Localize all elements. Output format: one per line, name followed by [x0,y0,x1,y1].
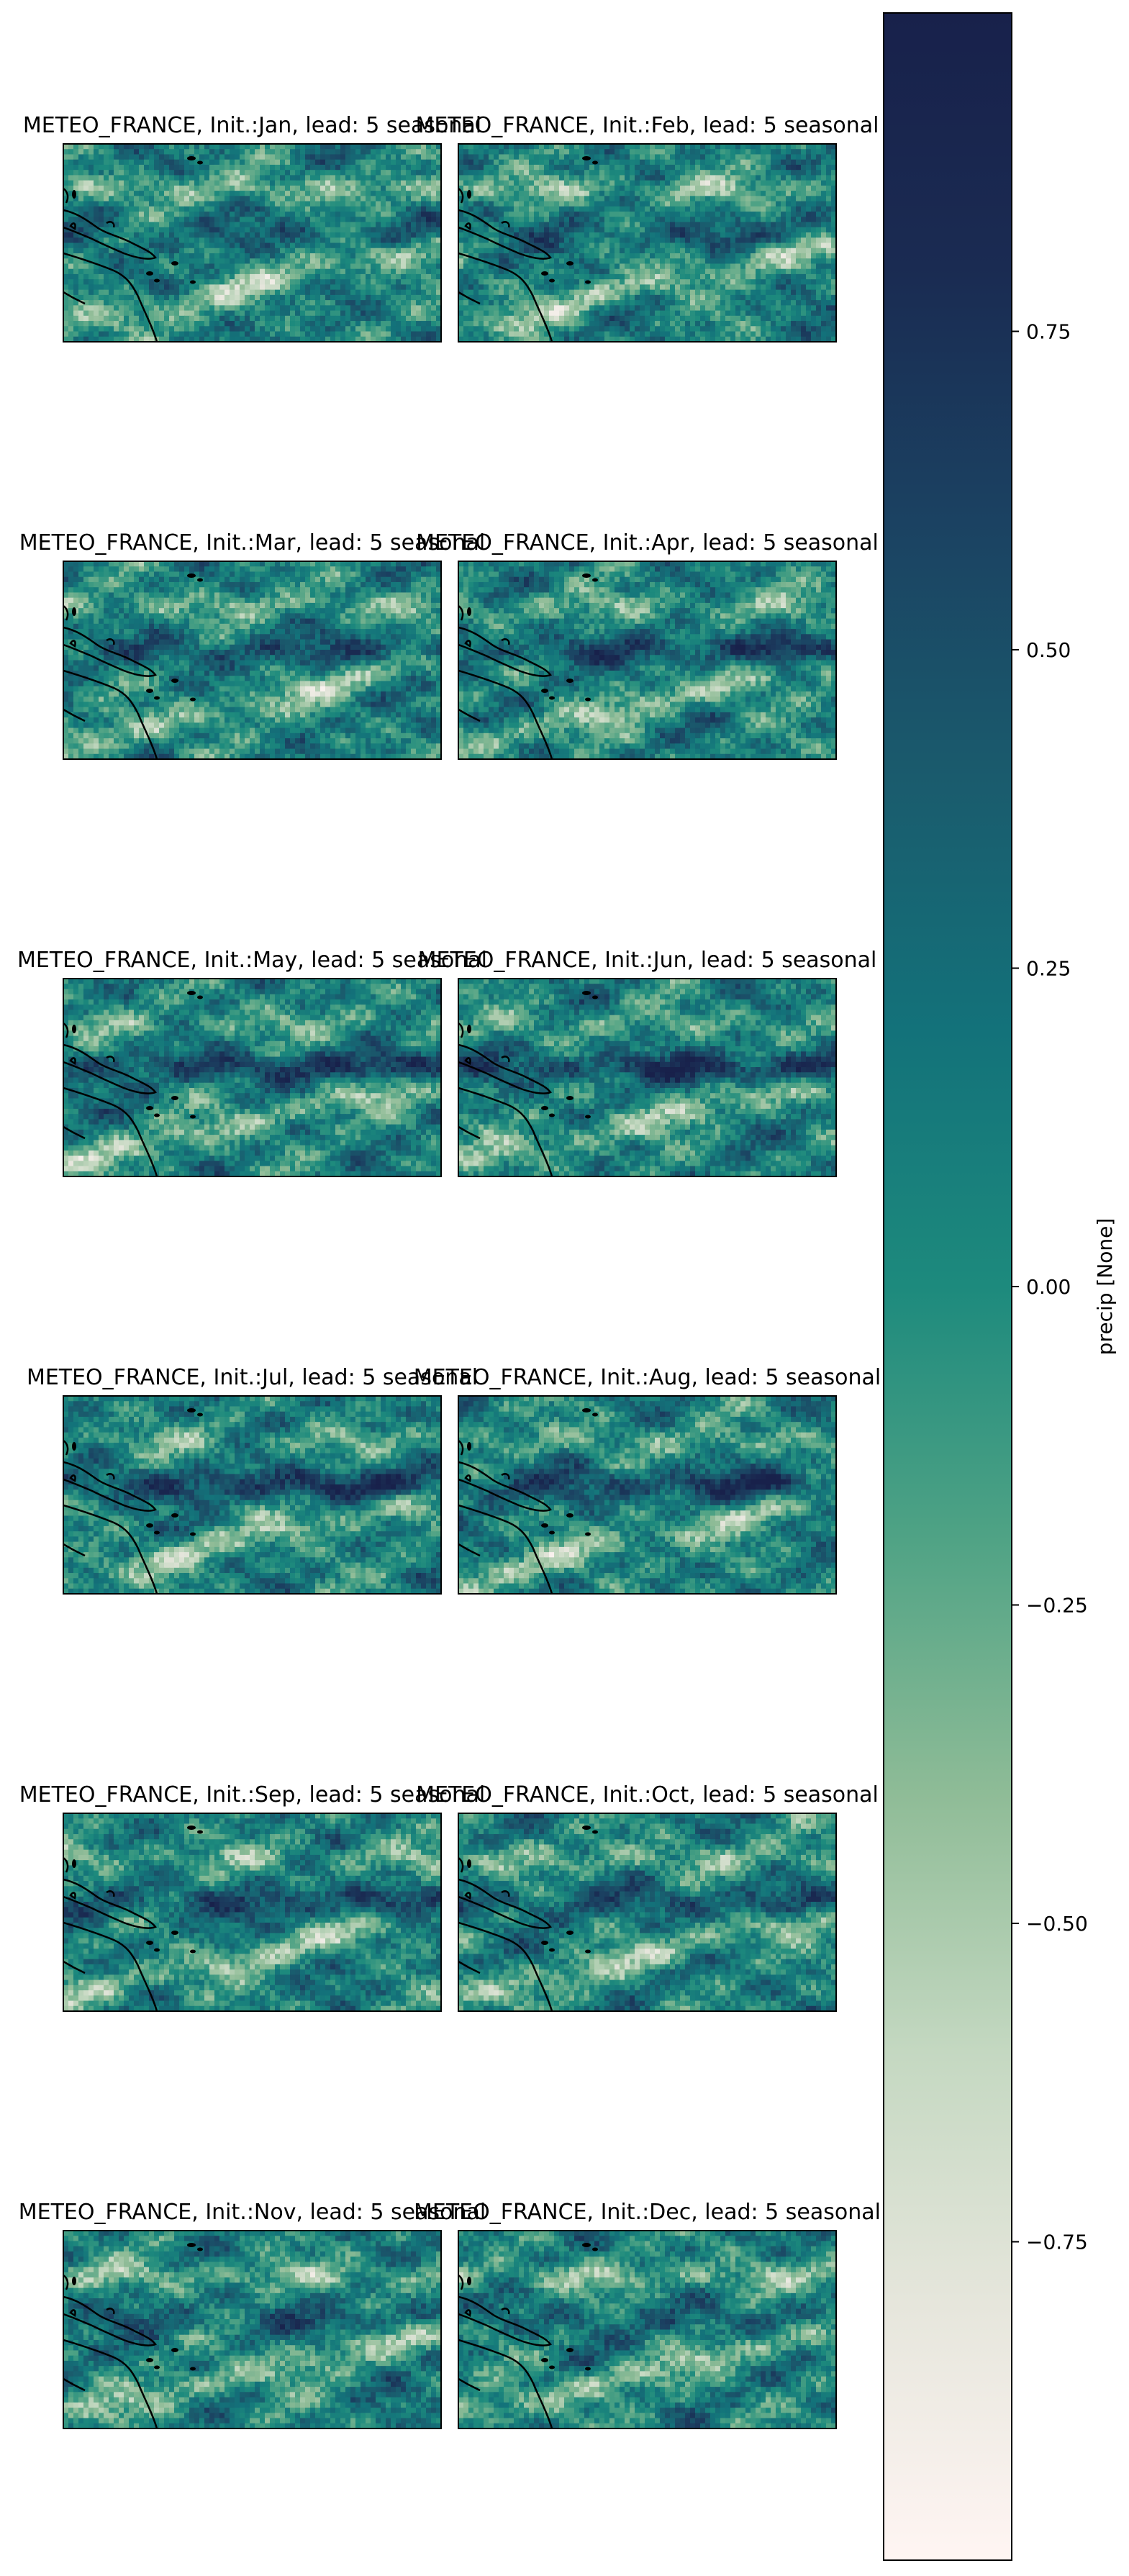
map-frame [458,1813,837,2012]
map-panel-jul [63,1395,442,1595]
map-panel-may [63,978,442,1177]
islands [72,573,203,702]
precip-field [63,1813,441,2011]
map-panel-jun [458,978,837,1177]
map-frame [458,1395,837,1595]
islands [467,991,598,1119]
panel-title-feb: METEO_FRANCE, Init.:Feb, lead: 5 seasona… [415,113,879,138]
islands [467,1826,598,1954]
islands [72,1826,203,1954]
panel-title-jan: METEO_FRANCE, Init.:Jan, lead: 5 seasona… [23,113,481,138]
map-panel-oct [458,1813,837,2012]
coastlines [458,1439,553,1594]
coastlines [63,1022,158,1176]
precip-field [458,144,836,342]
precip-field [458,1396,836,1594]
panel-title-jul: METEO_FRANCE, Init.:Jul, lead: 5 seasona… [27,1365,478,1390]
islands [467,1408,598,1536]
precip-field [63,1396,441,1594]
islands [467,2243,598,2371]
panel-title-dec: METEO_FRANCE, Init.:Dec, lead: 5 seasona… [414,2200,881,2225]
map-frame [63,1813,442,2012]
map-frame [63,143,442,343]
map-frame [458,143,837,343]
islands [467,573,598,702]
coastlines [63,1856,158,2011]
panel-title-oct: METEO_FRANCE, Init.:Oct, lead: 5 seasona… [416,1782,879,1808]
map-frame [458,2230,837,2429]
map-frame [63,2230,442,2429]
map-panel-aug [458,1395,837,1595]
map-frame [63,1395,442,1595]
precip-field [63,979,441,1176]
coastlines [63,2274,158,2428]
coastlines [458,187,553,342]
panel-title-sep: METEO_FRANCE, Init.:Sep, lead: 5 seasona… [19,1782,485,1808]
precip-field [63,561,441,759]
panel-title-aug: METEO_FRANCE, Init.:Aug, lead: 5 seasona… [414,1365,881,1390]
coastlines [458,1022,553,1176]
map-panel-mar [63,561,442,760]
panel-title-apr: METEO_FRANCE, Init.:Apr, lead: 5 seasona… [416,530,879,555]
coastlines [458,2274,553,2428]
colorbar-gradient [883,12,1012,2561]
map-panel-nov [63,2230,442,2429]
map-frame [458,561,837,760]
islands [72,991,203,1119]
colorbar-tick-label: 0.25 [1026,957,1071,981]
map-panels: METEO_FRANCE, Init.:Jan, lead: 5 seasona… [17,113,881,2429]
panel-title-may: METEO_FRANCE, Init.:May, lead: 5 seasona… [17,948,487,973]
coastlines [458,1856,553,2011]
panel-title-nov: METEO_FRANCE, Init.:Nov, lead: 5 seasona… [19,2200,486,2225]
islands [72,1408,203,1536]
precip-field [458,979,836,1176]
map-panel-apr [458,561,837,760]
map-panel-feb [458,143,837,343]
precip-field [458,561,836,759]
map-frame [458,978,837,1177]
colorbar-tick-label: −0.50 [1026,1912,1088,1936]
colorbar-tick-label: −0.75 [1026,2231,1088,2254]
map-panel-sep [63,1813,442,2012]
precip-field [458,2231,836,2428]
islands [467,156,598,284]
map-frame [63,561,442,760]
panel-title-jun: METEO_FRANCE, Init.:Jun, lead: 5 seasona… [418,948,877,973]
coastlines [63,187,158,342]
panel-title-mar: METEO_FRANCE, Init.:Mar, lead: 5 seasona… [19,530,486,555]
coastlines [458,604,553,759]
coastlines [63,1439,158,1594]
map-frame [63,978,442,1177]
precip-field [458,1813,836,2011]
coastlines [63,604,158,759]
precip-field [63,2231,441,2428]
islands [72,2243,203,2371]
map-panel-dec [458,2230,837,2429]
precip-field [63,144,441,342]
colorbar-label: precip [None] [1093,1218,1117,1356]
colorbar-tick-label: −0.25 [1026,1594,1088,1618]
colorbar-tick-label: 0.75 [1026,320,1071,344]
islands [72,156,203,284]
map-panel-jan [63,143,442,343]
colorbar-tick-label: 0.00 [1026,1275,1071,1299]
colorbar-tick-label: 0.50 [1026,638,1071,662]
colorbar: 0.75 0.50 0.25 0.00 −0.25 −0.50 −0.75 precip [N… [883,12,1117,2561]
